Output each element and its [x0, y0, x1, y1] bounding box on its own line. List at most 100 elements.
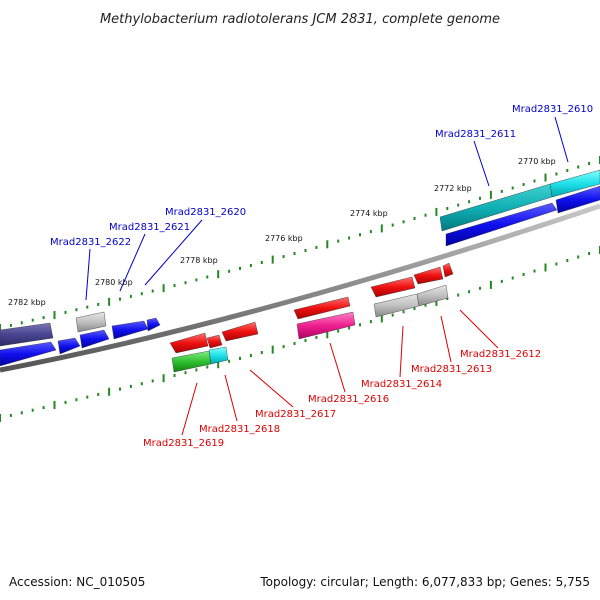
map-title: Methylobacterium radiotolerans JCM 2831,… [100, 12, 500, 27]
inner-scale-tick [555, 262, 558, 266]
outer-scale-tick [435, 207, 438, 216]
inner-scale-tick [31, 408, 34, 412]
inner-scale-tick [391, 313, 394, 317]
scale-label-2776: 2776 kbp [265, 234, 303, 243]
scale-label-2780: 2780 kbp [95, 278, 133, 287]
gene-arrow-blue-mid2[interactable] [79, 329, 110, 349]
outer-scale-tick [424, 213, 427, 217]
outer-scale-tick [566, 169, 569, 172]
gene-label-mrad2831-2614[interactable]: Mrad2831_2614 [361, 379, 442, 390]
inner-scale-tick [522, 273, 525, 276]
outer-tick-dots [0, 156, 600, 332]
gene-block-gray-reverse-1[interactable] [373, 293, 420, 318]
inner-scale-tick [402, 310, 405, 314]
accession-label: Accession: NC_010505 [9, 575, 145, 589]
inner-scale-tick [326, 330, 329, 339]
leader-line-2620 [144, 219, 203, 286]
inner-scale-tick [140, 382, 143, 386]
gene-block-gray-forward[interactable] [75, 311, 107, 333]
outer-scale-tick [500, 189, 503, 193]
inner-scale-tick [489, 280, 492, 289]
gene-block-teal[interactable] [439, 183, 553, 232]
gene-label-mrad2831-2618[interactable]: Mrad2831_2618 [199, 424, 280, 435]
gene-label-mrad2831-2610[interactable]: Mrad2831_2610 [512, 104, 593, 115]
outer-scale-tick [391, 223, 394, 227]
gene-label-mrad2831-2612[interactable]: Mrad2831_2612 [460, 349, 541, 360]
gene-arrow-blue-mid1[interactable] [57, 337, 81, 355]
reverse-gene-labels: Mrad2831_2612 Mrad2831_2613 Mrad2831_261… [143, 349, 541, 449]
gene-arrow-red-3[interactable] [221, 321, 259, 342]
gene-block-navy[interactable] [0, 322, 54, 347]
outer-scale-tick [577, 165, 580, 169]
gene-block-magenta[interactable] [296, 311, 356, 340]
inner-scale-tick [271, 345, 274, 354]
gene-label-mrad2831-2611[interactable]: Mrad2831_2611 [435, 129, 516, 140]
scale-labels: 2770 kbp 2772 kbp 2774 kbp 2776 kbp 2778… [8, 157, 556, 307]
inner-scale-tick [435, 297, 438, 306]
inner-scale-tick [446, 297, 449, 300]
inner-tick-dots [0, 246, 600, 422]
gene-label-mrad2831-2613[interactable]: Mrad2831_2613 [411, 364, 492, 375]
gene-arrow-red-2[interactable] [206, 334, 223, 349]
gene-arrow-red-1[interactable] [169, 332, 209, 354]
outer-scale-tick [555, 172, 558, 176]
inner-scale-tick [195, 368, 198, 372]
gene-arrow-red-6[interactable] [413, 266, 444, 285]
backbone-curve [0, 203, 600, 373]
gene-label-mrad2831-2620[interactable]: Mrad2831_2620 [165, 207, 246, 218]
inner-scale-tick [53, 401, 56, 409]
gene-label-mrad2831-2622[interactable]: Mrad2831_2622 [50, 237, 131, 248]
outer-scale-tick [206, 275, 209, 279]
outer-scale-tick [162, 284, 165, 293]
gene-label-mrad2831-2619[interactable]: Mrad2831_2619 [143, 438, 224, 449]
gene-block-cyan-reverse[interactable] [208, 346, 229, 365]
inner-scale-tick [337, 329, 340, 333]
inner-scale-tick [304, 339, 307, 342]
gene-arrow-blue-large[interactable] [445, 202, 558, 247]
gene-arrow-red-small[interactable] [442, 262, 454, 278]
leader-line-2614 [399, 325, 404, 378]
gene-label-mrad2831-2617[interactable]: Mrad2831_2617 [255, 409, 336, 420]
reverse-strand-genes [169, 262, 454, 373]
gene-arrow-blue-left[interactable] [0, 341, 57, 367]
forward-strand-genes [0, 169, 600, 367]
gene-arrow-blue-mid3[interactable] [111, 320, 149, 340]
gene-block-green[interactable] [171, 350, 212, 373]
scale-label-2782: 2782 kbp [8, 298, 46, 307]
forward-gene-labels: Mrad2831_2610 Mrad2831_2611 Mrad2831_262… [50, 104, 593, 248]
leader-line-2612 [459, 309, 499, 349]
inner-scale-tick [500, 279, 503, 283]
inner-scale-tick [239, 356, 241, 360]
inner-scale-tick [108, 387, 111, 396]
gene-arrow-blue-small[interactable] [146, 317, 161, 332]
outer-scale-tick [359, 233, 361, 237]
outer-scale-tick [457, 203, 460, 207]
inner-scale-tick [282, 345, 285, 349]
inner-scale-tick [369, 320, 372, 324]
outer-scale-tick [173, 284, 176, 287]
gene-block-gray-reverse-2[interactable] [416, 284, 449, 307]
inner-scale-tick [86, 395, 89, 399]
outer-scale-tick [239, 266, 241, 270]
outer-scale-tick [293, 252, 296, 255]
gene-label-mrad2831-2621[interactable]: Mrad2831_2621 [109, 222, 190, 233]
inner-scale-tick [249, 354, 252, 357]
gene-arrow-red-4[interactable] [293, 296, 351, 320]
outer-scale-tick [588, 162, 591, 165]
inner-scale-tick [359, 323, 361, 327]
inner-scale-tick [151, 379, 154, 383]
forward-label-leaders [85, 116, 569, 301]
gene-arrow-blue-end[interactable] [555, 185, 600, 214]
inner-scale-tick [468, 290, 471, 294]
inner-scale-tick [64, 400, 67, 404]
outer-scale-tick [184, 281, 187, 285]
inner-scale-tick [544, 263, 547, 272]
leader-line-2617 [249, 369, 294, 408]
reverse-label-leaders [181, 309, 499, 436]
inner-scale-tick [206, 365, 209, 369]
leader-line-2616 [329, 342, 346, 393]
gene-label-mrad2831-2616[interactable]: Mrad2831_2616 [308, 394, 389, 405]
gene-arrow-red-5[interactable] [370, 276, 416, 298]
outer-scale-tick [129, 294, 132, 298]
